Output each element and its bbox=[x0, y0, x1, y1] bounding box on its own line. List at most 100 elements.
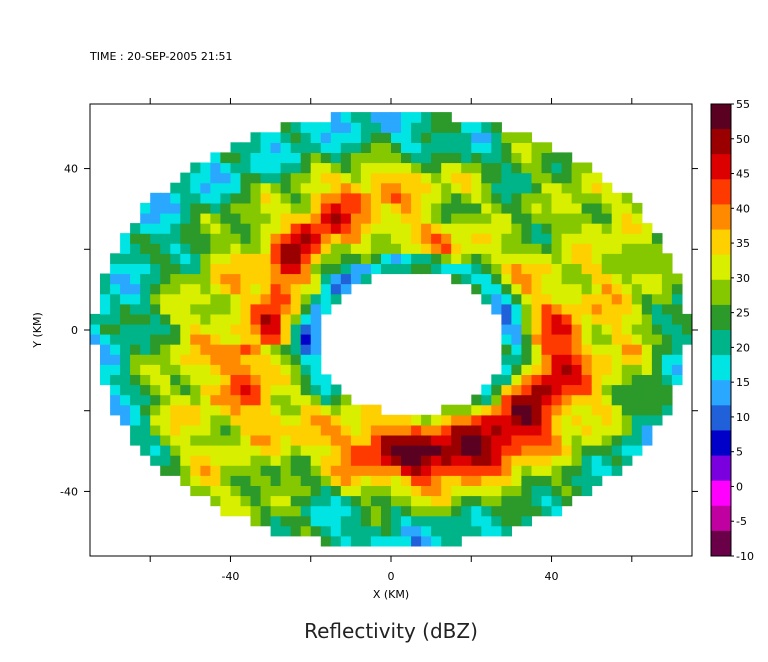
field-cell bbox=[501, 162, 513, 174]
field-cell bbox=[240, 172, 252, 184]
field-cell bbox=[431, 112, 442, 123]
field-cell bbox=[130, 243, 141, 254]
field-cell bbox=[160, 192, 171, 204]
field-cell bbox=[360, 182, 372, 194]
field-cell bbox=[210, 323, 222, 335]
field-cell bbox=[160, 263, 171, 275]
field-cell bbox=[350, 273, 362, 285]
field-cell bbox=[381, 465, 392, 476]
field-cell bbox=[220, 152, 232, 164]
field-cell bbox=[140, 233, 151, 244]
field-cell bbox=[350, 535, 362, 547]
field-cell bbox=[521, 243, 533, 254]
field-cell bbox=[320, 424, 332, 436]
field-cell bbox=[170, 384, 181, 396]
field-cell bbox=[370, 455, 382, 466]
field-cell bbox=[411, 223, 422, 234]
field-cell bbox=[461, 202, 472, 214]
field-cell bbox=[471, 455, 482, 466]
field-cell bbox=[330, 394, 342, 406]
field-cell bbox=[280, 253, 292, 264]
field-cell bbox=[451, 243, 462, 254]
field-cell bbox=[471, 162, 482, 174]
field-cell bbox=[120, 273, 131, 285]
field-cell bbox=[621, 344, 633, 355]
field-cell bbox=[651, 334, 663, 345]
field-cell bbox=[611, 384, 623, 396]
field-cell bbox=[551, 283, 563, 295]
field-cell bbox=[370, 182, 382, 194]
field-cell bbox=[280, 495, 292, 507]
field-cell bbox=[461, 455, 472, 466]
field-cell bbox=[571, 414, 583, 426]
colorbar-swatch bbox=[711, 229, 731, 256]
field-cell bbox=[350, 202, 362, 214]
colorbar-label: 35 bbox=[736, 237, 750, 250]
field-cell bbox=[290, 142, 302, 153]
field-cell bbox=[401, 505, 412, 517]
field-cell bbox=[541, 465, 553, 476]
field-cell bbox=[320, 172, 332, 184]
field-cell bbox=[260, 505, 272, 517]
field-cell bbox=[270, 404, 282, 416]
field-cell bbox=[220, 434, 232, 446]
field-cell bbox=[441, 243, 452, 254]
field-cell bbox=[671, 344, 683, 355]
field-cell bbox=[381, 243, 392, 254]
field-cell bbox=[140, 313, 151, 325]
colorbar-label: 20 bbox=[736, 341, 750, 354]
field-cell bbox=[250, 394, 262, 406]
field-cell bbox=[270, 152, 282, 164]
field-cell bbox=[491, 283, 502, 295]
field-cell bbox=[431, 162, 442, 174]
field-cell bbox=[210, 172, 222, 184]
field-cell bbox=[621, 313, 633, 325]
field-cell bbox=[300, 344, 312, 355]
field-cell bbox=[531, 495, 543, 507]
field-cell bbox=[290, 162, 302, 174]
y-tick-label: -40 bbox=[60, 485, 78, 498]
field-cell bbox=[641, 313, 653, 325]
colorbar-label: 30 bbox=[736, 272, 750, 285]
field-cell bbox=[300, 273, 312, 285]
field-cell bbox=[190, 243, 201, 254]
field-cell bbox=[561, 172, 573, 184]
field-cell bbox=[370, 213, 382, 224]
field-cell bbox=[320, 243, 332, 254]
field-cell bbox=[370, 122, 382, 133]
field-cell bbox=[170, 303, 181, 315]
field-cell bbox=[531, 394, 543, 406]
field-cell bbox=[250, 323, 262, 335]
field-cell bbox=[501, 263, 513, 275]
field-cell bbox=[431, 525, 442, 537]
field-cell bbox=[441, 253, 452, 264]
field-cell bbox=[461, 233, 472, 244]
field-cell bbox=[661, 354, 673, 365]
field-cell bbox=[190, 223, 201, 234]
field-cell bbox=[180, 424, 191, 436]
field-cell bbox=[250, 213, 262, 224]
field-cell bbox=[170, 414, 181, 426]
field-cell bbox=[260, 384, 272, 396]
field-cell bbox=[340, 455, 352, 466]
field-cell bbox=[240, 213, 252, 224]
field-cell bbox=[110, 273, 121, 285]
field-cell bbox=[391, 112, 402, 123]
field-cell bbox=[310, 223, 322, 234]
field-cell bbox=[140, 384, 151, 396]
field-cell bbox=[621, 213, 633, 224]
field-cell bbox=[411, 122, 422, 133]
field-cell bbox=[180, 364, 191, 375]
field-cell bbox=[491, 455, 502, 466]
field-cell bbox=[571, 172, 583, 184]
field-cell bbox=[150, 354, 161, 365]
field-cell bbox=[120, 364, 131, 375]
field-cell bbox=[140, 253, 151, 264]
field-cell bbox=[481, 475, 492, 486]
field-cell bbox=[381, 515, 392, 527]
field-cell bbox=[280, 505, 292, 517]
field-cell bbox=[310, 384, 322, 396]
field-cell bbox=[531, 313, 543, 325]
field-cell bbox=[180, 182, 191, 194]
field-cell bbox=[521, 505, 533, 517]
